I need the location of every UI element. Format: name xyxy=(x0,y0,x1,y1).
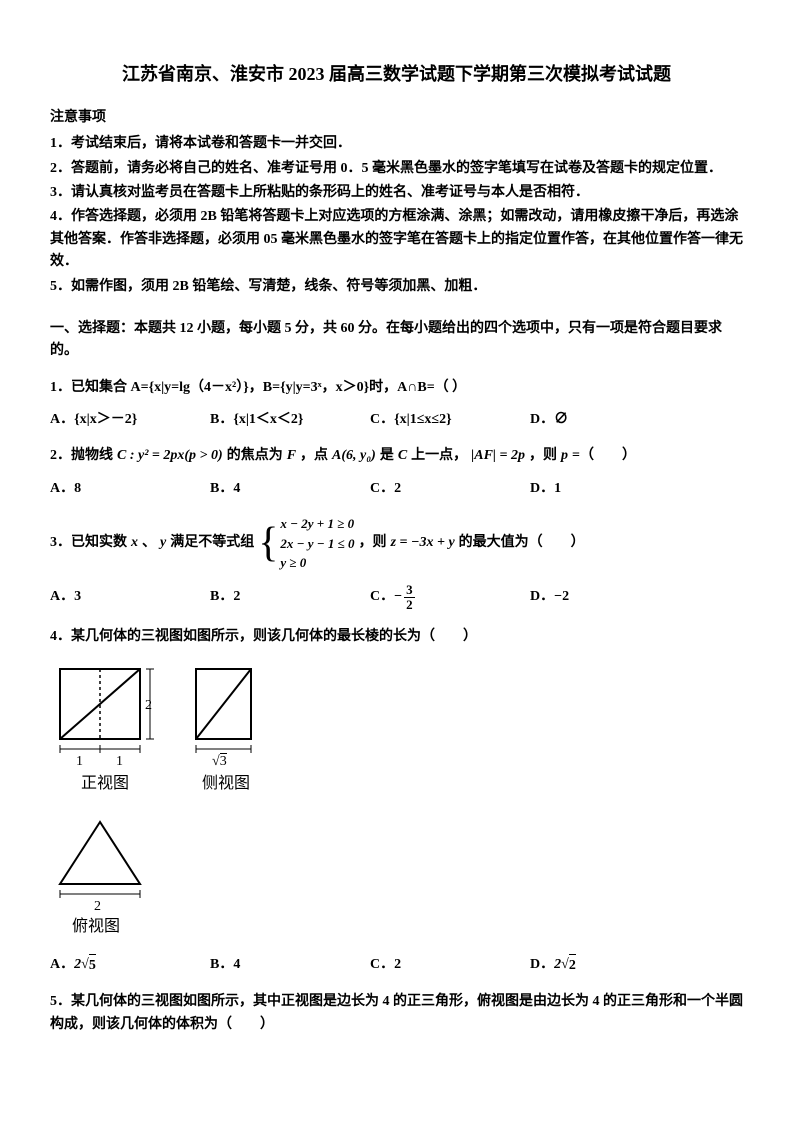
dim-1b: 1 xyxy=(116,751,123,773)
q3-system: { x − 2y + 1 ≥ 0 2x − y − 1 ≤ 0 y ≥ 0 xyxy=(258,514,354,573)
question-4-options: A． 2 √5 B．4 C．2 D． 2 √2 xyxy=(50,954,743,977)
q3-x: x xyxy=(131,532,138,554)
q3-z: z = −3x + y xyxy=(391,532,455,554)
option-a: A．8 xyxy=(50,478,210,500)
question-3: 3．已知实数 x 、 y 满足不等式组 { x − 2y + 1 ≥ 0 2x … xyxy=(50,514,743,573)
brace-icon: { xyxy=(258,528,278,560)
q2-mid2: ，点 xyxy=(300,445,328,467)
opt-d-rad: 2 xyxy=(569,954,576,977)
option-c: C．2 xyxy=(370,954,530,977)
q3-line3: y ≥ 0 xyxy=(280,553,354,573)
opt-d-prefix: D． xyxy=(530,954,554,976)
option-d: D． 2 √2 xyxy=(530,954,690,977)
option-b: B．{x|1＜x＜2} xyxy=(210,409,370,431)
q3-mid1: 、 xyxy=(142,532,156,554)
notice-heading: 注意事项 xyxy=(50,107,743,129)
notice-item: 3．请认真核对监考员在答题卡上所粘贴的条形码上的姓名、准考证号与本人是否相符． xyxy=(50,182,743,204)
option-c: C．{x|1≤x≤2} xyxy=(370,409,530,431)
option-a: A．3 xyxy=(50,583,210,613)
notice-item: 5．如需作图，须用 2B 铅笔绘、写清楚，线条、符号等须加黑、加粗． xyxy=(50,276,743,298)
option-d: D．1 xyxy=(530,478,690,500)
opt-a-coef: 2 xyxy=(74,954,81,976)
question-2: 2．抛物线 C : y² = 2px(p > 0) 的焦点为 F ，点 A(6,… xyxy=(50,445,743,467)
q2-prefix: 2．抛物线 xyxy=(50,445,113,467)
opt-a-prefix: A． xyxy=(50,954,74,976)
q2-A: A(6, y₀) xyxy=(332,445,376,467)
notice-item: 2．答题前，请务必将自己的姓名、准考证号用 0．5 毫米黑色墨水的签字笔填写在试… xyxy=(50,158,743,180)
dim-sqrt3: √3 xyxy=(212,751,227,773)
dim-2-top: 2 xyxy=(94,896,101,918)
question-5: 5．某几何体的三视图如图所示，其中正视图是边长为 4 的正三角形，俯视图是由边长… xyxy=(50,991,743,1036)
page-title: 江苏省南京、淮安市 2023 届高三数学试题下学期第三次模拟考试试题 xyxy=(50,60,743,89)
q3-mid2: 满足不等式组 xyxy=(170,532,254,554)
option-c-prefix: C． xyxy=(370,586,394,608)
option-d: D．−2 xyxy=(530,583,690,613)
side-view-label: 侧视图 xyxy=(202,771,250,797)
q2-AF: |AF| = 2p xyxy=(471,445,525,467)
q2-mid1: 的焦点为 xyxy=(227,445,283,467)
q2-mid5: ，则 xyxy=(529,445,557,467)
front-view-svg xyxy=(50,659,160,759)
option-b: B．2 xyxy=(210,583,370,613)
q3-y: y xyxy=(160,532,166,554)
option-a: A．{x|x＞－2} xyxy=(50,409,210,431)
side-view: √3 侧视图 xyxy=(186,659,266,797)
q3-line1: x − 2y + 1 ≥ 0 xyxy=(280,514,354,534)
front-view-label: 正视图 xyxy=(81,771,129,797)
q2-eq: C : y² = 2px(p > 0) xyxy=(117,445,223,467)
option-c-neg: − xyxy=(394,586,402,608)
option-d: D．∅ xyxy=(530,409,690,431)
dim-1a: 1 xyxy=(76,751,83,773)
question-1: 1．已知集合 A={x|y=lg（4－x²）}，B={y|y=3ˣ，x＞0}时，… xyxy=(50,377,743,399)
question-3-options: A．3 B．2 C． − 3 2 D．−2 xyxy=(50,583,743,613)
dim-2: 2 xyxy=(145,695,152,717)
opt-d-coef: 2 xyxy=(554,954,561,976)
section-heading: 一、选择题：本题共 12 小题，每小题 5 分，共 60 分。在每小题给出的四个… xyxy=(50,318,743,363)
question-1-options: A．{x|x＞－2} B．{x|1＜x＜2} C．{x|1≤x≤2} D．∅ xyxy=(50,409,743,431)
option-c: C． − 3 2 xyxy=(370,583,530,613)
q2-mid4: 上一点， xyxy=(411,445,467,467)
option-b: B．4 xyxy=(210,954,370,977)
q3-prefix: 3．已知实数 xyxy=(50,532,127,554)
option-a: A． 2 √5 xyxy=(50,954,210,977)
top-view: 2 俯视图 xyxy=(50,814,743,940)
front-view: 1 1 2 正视图 xyxy=(50,659,160,797)
q3-line2: 2x − y − 1 ≤ 0 xyxy=(280,534,354,554)
frac-num: 3 xyxy=(404,583,415,598)
question-4: 4．某几何体的三视图如图所示，则该几何体的最长棱的长为（ ） xyxy=(50,626,743,648)
three-views-row: 1 1 2 正视图 √3 侧视图 xyxy=(50,659,743,797)
frac-den: 2 xyxy=(404,598,415,612)
opt-a-rad: 5 xyxy=(89,954,96,977)
q2-p: p xyxy=(561,445,568,467)
q2-F: F xyxy=(287,445,296,467)
option-b: B．4 xyxy=(210,478,370,500)
option-c: C．2 xyxy=(370,478,530,500)
q3-mid3: ，则 xyxy=(359,532,387,554)
side-view-svg xyxy=(186,659,266,759)
top-view-svg xyxy=(50,814,160,904)
question-2-options: A．8 B．4 C．2 D．1 xyxy=(50,478,743,500)
notice-item: 4．作答选择题，必须用 2B 铅笔将答题卡上对应选项的方框涂满、涂黑；如需改动，… xyxy=(50,206,743,273)
q2-C: C xyxy=(398,445,407,467)
option-c-frac: 3 2 xyxy=(404,583,415,613)
q2-tail: =（ ） xyxy=(572,445,636,467)
notice-item: 1．考试结束后，请将本试卷和答题卡一并交回． xyxy=(50,133,743,155)
q3-tail: 的最大值为（ ） xyxy=(459,532,585,554)
q2-mid3: 是 xyxy=(380,445,394,467)
